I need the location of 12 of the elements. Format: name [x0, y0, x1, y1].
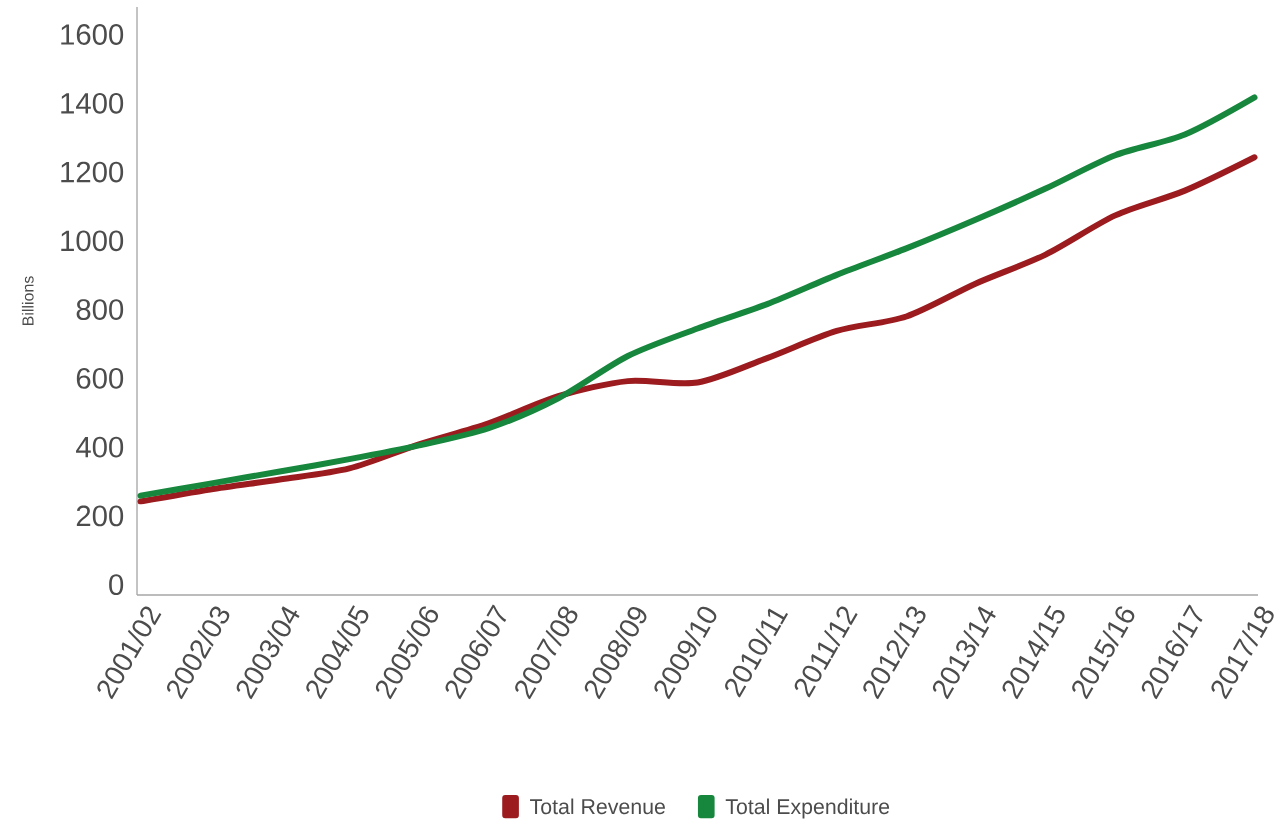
y-tick-label: 0 [109, 574, 124, 596]
y-tick-label: 400 [76, 436, 124, 458]
legend-label: Total Revenue [530, 798, 665, 815]
y-tick-label: 1600 [61, 24, 124, 45]
y-axis-title: Billions [21, 276, 34, 326]
y-tick-label: 600 [76, 367, 124, 389]
y-tick-label: 1400 [61, 92, 124, 114]
y-tick-label: 1000 [61, 230, 124, 252]
y-tick-label: 1200 [61, 161, 124, 183]
y-tick-label: 800 [76, 299, 124, 320]
legend-label: Total Expenditure [725, 798, 890, 819]
y-tick-label: 200 [76, 505, 124, 527]
